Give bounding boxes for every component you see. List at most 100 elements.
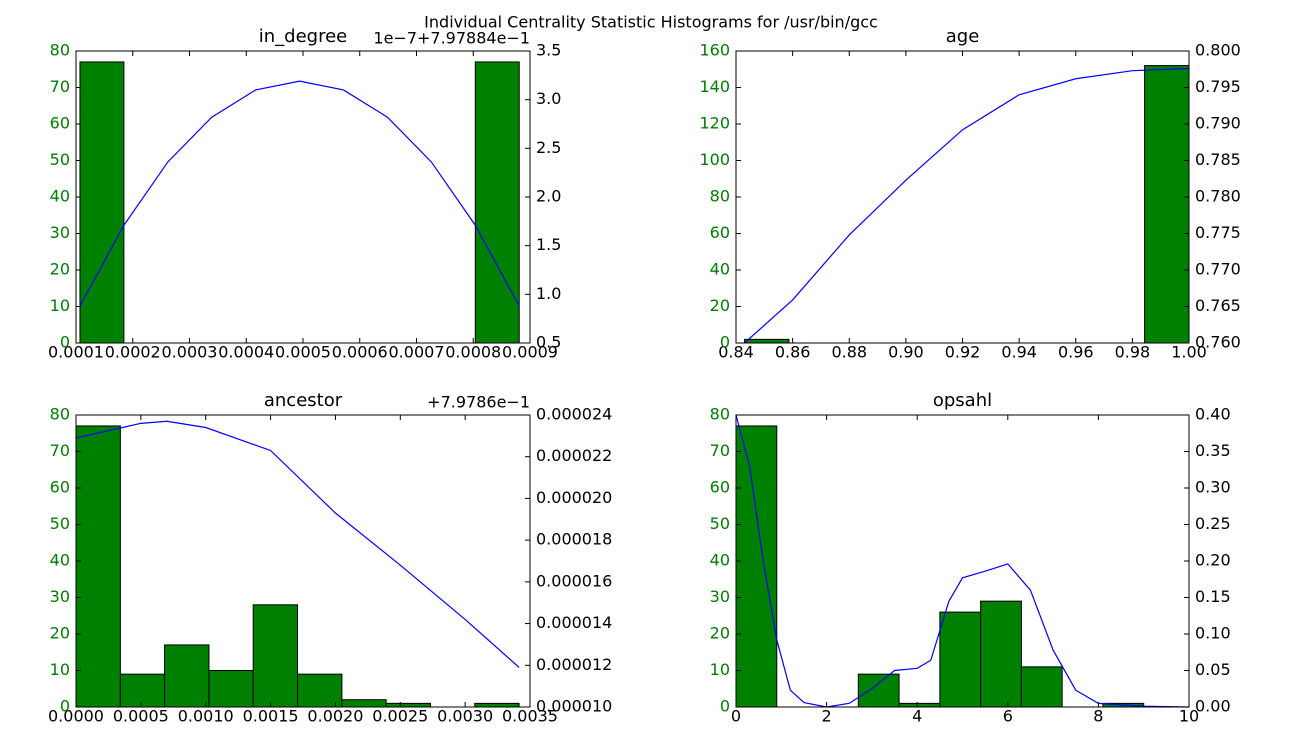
subplot-title: opsahl	[933, 390, 992, 411]
y-tick-label: 70	[50, 441, 70, 460]
y-tick-label: 40	[50, 187, 70, 206]
x-tick-label: 6	[1003, 707, 1013, 726]
x-tick-label: 0.98	[1115, 343, 1151, 362]
histogram-bar	[1020, 666, 1063, 708]
histogram-bar	[252, 604, 299, 708]
y-tick-label: 50	[50, 150, 70, 169]
y-tick-label: 140	[699, 77, 730, 96]
x-tick-label: 0.0008	[445, 343, 501, 362]
x-tick-label: 0.0006	[332, 343, 388, 362]
y2-tick-label: 0.760	[1195, 333, 1241, 352]
histogram-bar	[939, 611, 982, 708]
y-tick-label: 50	[710, 514, 730, 533]
histogram-bar	[164, 644, 210, 708]
y-tick-label: 0	[720, 333, 730, 352]
x-tick-label: 0.0010	[178, 707, 234, 726]
y2-tick-label: 0.30	[1195, 478, 1231, 497]
y2-tick-label: 0.000018	[536, 530, 612, 549]
y-tick-label: 30	[50, 587, 70, 606]
x-tick-label: 0.0004	[218, 343, 274, 362]
x-tick-label: 0.0000	[48, 707, 104, 726]
y2-tick-label: 0.000010	[536, 697, 612, 716]
kde-line	[79, 80, 520, 307]
subplot-title: in_degree	[259, 26, 348, 47]
y2-tick-label: 0.785	[1195, 150, 1241, 169]
x-tick-label: 0.0020	[307, 707, 363, 726]
y-tick-label: 80	[710, 187, 730, 206]
y2-tick-label: 0.770	[1195, 260, 1241, 279]
x-tick-label: 0.90	[888, 343, 924, 362]
y-tick-label: 120	[699, 114, 730, 133]
y2-tick-label: 0.10	[1195, 624, 1231, 643]
histogram-bar	[980, 600, 1022, 708]
y-tick-label: 50	[50, 514, 70, 533]
y2-tick-label: 0.780	[1195, 187, 1241, 206]
y2-tick-label: 3.5	[536, 41, 561, 60]
x-tick-label: 0.94	[1001, 343, 1037, 362]
y-tick-label: 60	[50, 114, 70, 133]
x-tick-label: 0.0035	[502, 707, 558, 726]
y-tick-label: 0	[60, 333, 70, 352]
y2-tick-label: 1.0	[536, 284, 561, 303]
y2-tick-label: 0.20	[1195, 551, 1231, 570]
x-tick-label: 0.0025	[372, 707, 428, 726]
x-tick-label: 0.0007	[389, 343, 445, 362]
x-tick-label: 0	[731, 707, 741, 726]
y2-tick-label: 0.05	[1195, 660, 1231, 679]
x-tick-label: 0.0005	[113, 707, 169, 726]
y-tick-label: 20	[50, 260, 70, 279]
x-tick-label: 0.92	[945, 343, 981, 362]
subplot-title: ancestor	[264, 390, 343, 411]
x-tick-label: 0.0009	[502, 343, 558, 362]
histogram-bar	[79, 61, 125, 344]
x-tick-label: 0.84	[718, 343, 754, 362]
histogram-bar	[208, 670, 254, 708]
histogram-bar	[735, 425, 778, 708]
y-tick-label: 30	[710, 587, 730, 606]
y2-tick-label: 2.5	[536, 138, 561, 157]
histogram-bar	[857, 673, 900, 708]
kde-line	[75, 420, 520, 668]
y2-tick-label: 3.0	[536, 89, 561, 108]
y-tick-label: 0	[60, 697, 70, 716]
x-tick-label: 1.00	[1171, 343, 1207, 362]
x-tick-label: 0.88	[831, 343, 867, 362]
y-tick-label: 40	[710, 551, 730, 570]
y-tick-label: 100	[699, 150, 730, 169]
y2-tick-label: 0.40	[1195, 405, 1231, 424]
y-tick-label: 60	[710, 223, 730, 242]
y-tick-label: 160	[699, 41, 730, 60]
y2-tick-label: 0.795	[1195, 77, 1241, 96]
y-tick-label: 10	[50, 296, 70, 315]
y2-tick-label: 0.000012	[536, 655, 612, 674]
x-tick-label: 0.0001	[48, 343, 104, 362]
y-tick-label: 20	[710, 296, 730, 315]
x-tick-label: 10	[1179, 707, 1199, 726]
figure-title: Individual Centrality Statistic Histogra…	[424, 13, 878, 32]
y-tick-label: 70	[710, 441, 730, 460]
x-tick-label: 0.0005	[275, 343, 331, 362]
y2-tick-label: 0.000022	[536, 446, 612, 465]
y-tick-label: 20	[710, 624, 730, 643]
y2-tick-label: 0.15	[1195, 587, 1231, 606]
x-tick-label: 4	[912, 707, 922, 726]
kde-line	[735, 414, 1190, 708]
histogram-bar	[474, 61, 520, 344]
y-tick-label: 80	[50, 405, 70, 424]
y-tick-label: 60	[50, 478, 70, 497]
y2-tick-label: 1.5	[536, 235, 561, 254]
y-tick-label: 40	[50, 551, 70, 570]
x-tick-label: 8	[1093, 707, 1103, 726]
y-tick-label: 30	[50, 223, 70, 242]
x-tick-label: 0.96	[1058, 343, 1094, 362]
y2-tick-label: 0.000020	[536, 488, 612, 507]
x-tick-label: 0.0015	[243, 707, 299, 726]
y-tick-label: 80	[710, 405, 730, 424]
y2-tick-label: 0.765	[1195, 296, 1241, 315]
histogram-bar	[1144, 65, 1190, 344]
plot-frame	[75, 414, 531, 708]
histogram-bar	[75, 425, 121, 708]
y2-tick-label: 2.0	[536, 187, 561, 206]
y-tick-label: 40	[710, 260, 730, 279]
